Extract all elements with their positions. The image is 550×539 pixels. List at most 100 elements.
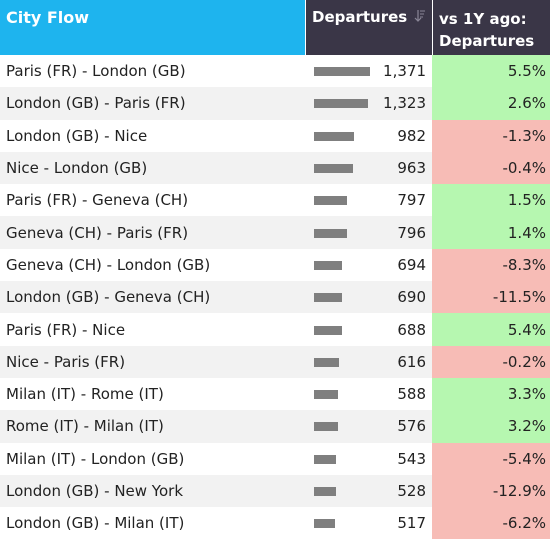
- table-row[interactable]: Nice - London (GB) 963 -0.4%: [0, 151, 550, 185]
- table-row[interactable]: Nice - Paris (FR) 616 -0.2%: [0, 345, 550, 378]
- departures-cell: 797: [305, 184, 432, 216]
- table-row[interactable]: London (GB) - Nice 982 -1.3%: [0, 119, 550, 152]
- change-vs-1y-cell: 3.2%: [432, 410, 550, 443]
- departures-bar: [314, 519, 335, 529]
- departures-bar: [314, 260, 342, 270]
- city-flow-cell: Paris (FR) - Nice: [6, 320, 126, 339]
- table-row[interactable]: Geneva (CH) - London (GB) 694 -8.3%: [0, 248, 550, 282]
- table-row[interactable]: Milan (IT) - London (GB) 543 -5.4%: [0, 442, 550, 475]
- departures-cell: 576: [305, 410, 432, 442]
- city-flow-cell: Geneva (CH) - Paris (FR): [6, 223, 189, 242]
- departures-value: 982: [397, 126, 426, 145]
- change-vs-1y-cell: -12.9%: [432, 474, 550, 508]
- departures-bar: [314, 131, 354, 141]
- departures-cell: 1,371: [305, 55, 432, 87]
- departures-cell: 588: [305, 378, 432, 410]
- change-vs-1y-cell: 1.4%: [432, 216, 550, 249]
- table-row[interactable]: Rome (IT) - Milan (IT) 576 3.2%: [0, 410, 550, 443]
- departures-cell: 543: [305, 443, 432, 475]
- departures-value: 963: [397, 159, 426, 178]
- change-vs-1y-cell: -5.4%: [432, 442, 550, 475]
- city-flow-cell: Paris (FR) - London (GB): [6, 62, 186, 81]
- departures-cell: 517: [305, 507, 432, 539]
- change-vs-1y-cell: -8.3%: [432, 248, 550, 282]
- departures-bar: [314, 454, 336, 464]
- table-row[interactable]: Paris (FR) - London (GB) 1,371 5.5%: [0, 55, 550, 88]
- table-header: City Flow Departures vs 1Y ago: Departur…: [0, 0, 550, 55]
- departures-cell: 690: [305, 281, 432, 313]
- departures-cell: 616: [305, 346, 432, 378]
- change-vs-1y-cell: -11.5%: [432, 281, 550, 314]
- change-vs-1y-cell: 3.3%: [432, 377, 550, 411]
- departures-bar: [314, 196, 347, 206]
- table-row[interactable]: Geneva (CH) - Paris (FR) 796 1.4%: [0, 216, 550, 249]
- change-vs-1y-cell: -1.3%: [432, 119, 550, 152]
- change-vs-1y-cell: -0.2%: [432, 345, 550, 378]
- departures-bar: [314, 357, 339, 367]
- city-flow-cell: London (GB) - Paris (FR): [6, 94, 186, 113]
- departures-value: 588: [397, 385, 426, 404]
- city-flow-cell: London (GB) - New York: [6, 482, 184, 500]
- table-row[interactable]: Paris (FR) - Geneva (CH) 797 1.5%: [0, 184, 550, 217]
- table-row[interactable]: Paris (FR) - Nice 688 5.4%: [0, 313, 550, 346]
- sort-descending-icon[interactable]: [410, 8, 426, 24]
- city-flow-cell: Paris (FR) - Geneva (CH): [6, 191, 189, 210]
- city-flow-cell: London (GB) - Milan (IT): [6, 514, 185, 533]
- column-header-vs-1y-ago-line1: vs 1Y ago:: [439, 10, 527, 28]
- departures-cell: 688: [305, 313, 432, 345]
- table-row[interactable]: London (GB) - Milan (IT) 517 -6.2%: [0, 507, 550, 539]
- change-vs-1y-cell: 2.6%: [432, 87, 550, 120]
- table-row[interactable]: London (GB) - Geneva (CH) 690 -11.5%: [0, 281, 550, 314]
- departures-cell: 963: [305, 152, 432, 184]
- departures-cell: 694: [305, 249, 432, 281]
- change-vs-1y-cell: -6.2%: [432, 507, 550, 539]
- change-vs-1y-cell: -0.4%: [432, 151, 550, 185]
- departures-value: 528: [397, 482, 426, 500]
- departures-cell: 796: [305, 216, 432, 248]
- departures-value: 694: [397, 255, 426, 274]
- city-flow-cell: Nice - London (GB): [6, 159, 148, 178]
- departures-bar: [314, 325, 342, 335]
- table-body: Paris (FR) - London (GB) 1,371 5.5% London …: [0, 55, 550, 539]
- departures-bar: [314, 228, 347, 238]
- table-row[interactable]: London (GB) - Paris (FR) 1,323 2.6%: [0, 87, 550, 120]
- table-row[interactable]: London (GB) - New York 528 -12.9%: [0, 474, 550, 508]
- column-header-departures[interactable]: Departures: [305, 0, 432, 55]
- column-header-vs-1y-ago-line2: Departures: [439, 32, 535, 50]
- column-header-vs-1y-ago[interactable]: vs 1Y ago: Departures: [432, 0, 550, 55]
- change-vs-1y-cell: 5.5%: [432, 55, 550, 88]
- change-vs-1y-cell: 5.4%: [432, 313, 550, 346]
- departures-bar: [314, 293, 342, 303]
- departures-value: 1,323: [383, 94, 426, 113]
- departures-value: 797: [397, 191, 426, 210]
- departures-bar: [314, 390, 338, 400]
- departures-bar: [314, 487, 336, 496]
- city-flow-cell: Milan (IT) - London (GB): [6, 449, 185, 468]
- departures-bar: [314, 99, 368, 109]
- departures-bar: [314, 422, 338, 432]
- departures-cell: 1,323: [305, 87, 432, 119]
- departures-bar: [314, 164, 353, 174]
- column-header-city-flow[interactable]: City Flow: [0, 0, 305, 55]
- departures-bar: [314, 67, 370, 77]
- departures-value: 576: [397, 417, 426, 436]
- column-header-city-flow-label: City Flow: [6, 8, 90, 27]
- departures-cell: 528: [305, 475, 432, 507]
- city-flow-cell: Rome (IT) - Milan (IT): [6, 417, 164, 436]
- departures-value: 616: [397, 352, 426, 371]
- city-flow-cell: Milan (IT) - Rome (IT): [6, 385, 164, 404]
- table-row[interactable]: Milan (IT) - Rome (IT) 588 3.3%: [0, 377, 550, 411]
- city-flow-cell: London (GB) - Nice: [6, 126, 148, 145]
- departures-value: 543: [397, 449, 426, 468]
- change-vs-1y-cell: 1.5%: [432, 184, 550, 217]
- departures-value: 517: [397, 514, 426, 533]
- departures-value: 690: [397, 288, 426, 307]
- departures-value: 796: [397, 223, 426, 242]
- city-flow-cell: Geneva (CH) - London (GB): [6, 255, 211, 274]
- departures-value: 688: [397, 320, 426, 339]
- column-header-departures-label: Departures: [312, 8, 408, 26]
- departures-cell: 982: [305, 120, 432, 152]
- city-flow-cell: London (GB) - Geneva (CH): [6, 288, 211, 307]
- city-flow-cell: Nice - Paris (FR): [6, 352, 126, 371]
